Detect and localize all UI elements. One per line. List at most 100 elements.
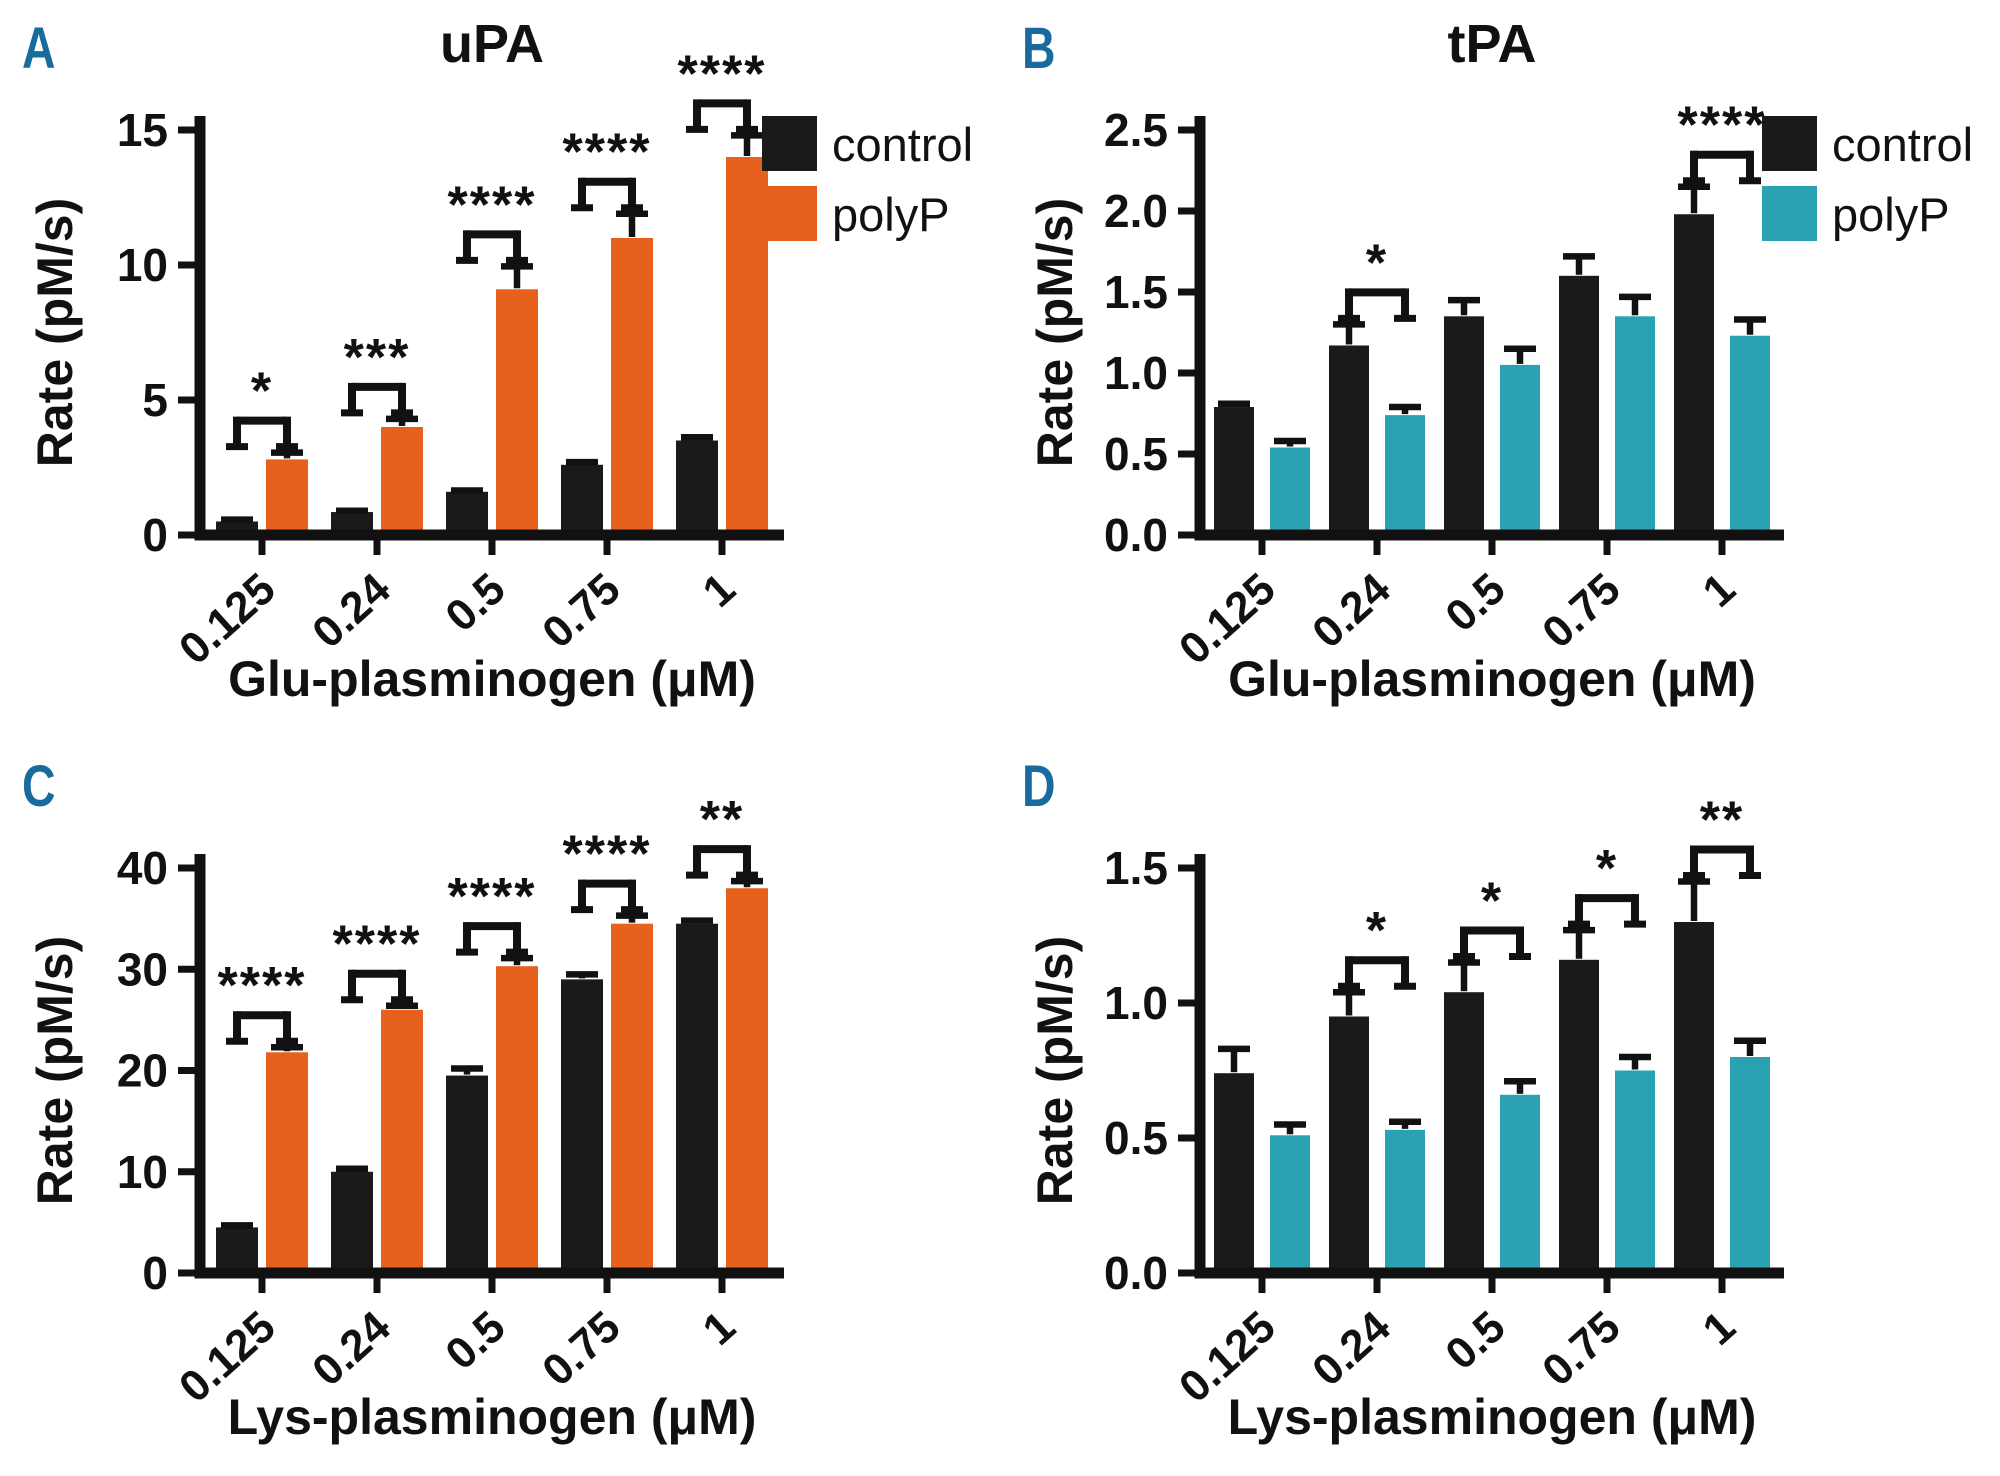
bar-control <box>1559 959 1599 1273</box>
y-tick-label: 0.5 <box>1104 1112 1168 1164</box>
y-tick-label: 10 <box>117 1146 168 1198</box>
sig-label: * <box>1481 873 1503 931</box>
y-tick-label: 0 <box>142 1247 168 1299</box>
bar-polyP <box>1270 447 1310 535</box>
sig-label: * <box>1366 234 1388 292</box>
legend-swatch-control <box>1762 116 1817 171</box>
sig-label: *** <box>344 329 411 387</box>
panel-letter-b: B <box>1022 16 1056 81</box>
x-tick-label: 0.5 <box>436 1302 514 1379</box>
sig-label: **** <box>218 957 307 1015</box>
sig-label: * <box>251 363 273 421</box>
y-tick-label: 30 <box>117 943 168 995</box>
x-tick-label: 0.5 <box>1436 564 1514 641</box>
y-tick-label: 1.0 <box>1104 977 1168 1029</box>
y-axis-label: Rate (pM/s) <box>27 198 83 467</box>
y-tick-label: 1.0 <box>1104 347 1168 399</box>
panel-d: D 0.125 0.24 0.5 0.75 1 0.0 0.5 1.0 1.5 Rate (pM/… <box>1000 738 2000 1476</box>
legend-label-polyP: polyP <box>832 188 950 241</box>
bar-control <box>1444 992 1484 1273</box>
bar-polyP <box>266 459 308 535</box>
sig-label: **** <box>333 916 422 974</box>
bar-polyP <box>1500 1094 1540 1273</box>
x-tick-label: 1 <box>694 1302 745 1355</box>
x-tick-label: 0.75 <box>533 1302 629 1396</box>
bar-polyP <box>1500 364 1540 535</box>
x-tick-label: 0.24 <box>303 564 400 658</box>
bar-control <box>1214 1073 1254 1273</box>
bar-control <box>561 979 603 1273</box>
bar-polyP <box>381 427 423 535</box>
bar-control <box>676 440 718 535</box>
legend-label-polyP: polyP <box>1832 188 1950 241</box>
y-axis-label: Rate (pM/s) <box>1027 936 1083 1205</box>
x-tick-label: 0.24 <box>1303 564 1400 658</box>
bar-control <box>1444 316 1484 535</box>
x-tick-label: 1 <box>694 564 745 617</box>
sig-label: **** <box>563 826 652 884</box>
x-tick-label: 1 <box>1694 1302 1745 1355</box>
panel-letter-c: C <box>22 754 56 819</box>
bar-polyP <box>1385 1129 1425 1273</box>
y-tick-label: 1.5 <box>1104 842 1168 894</box>
bar-polyP <box>1615 1070 1655 1273</box>
legend-swatch-control <box>762 116 817 171</box>
y-tick-label: 15 <box>117 104 168 156</box>
bar-polyP <box>726 888 768 1273</box>
x-tick-label: 0.24 <box>303 1302 400 1396</box>
panel-c: C 0.125 0.24 0.5 0.75 1 0 10 20 30 40 Rate (pM/s) L… <box>0 738 1000 1476</box>
y-tick-label: 5 <box>142 374 168 426</box>
bar-polyP <box>726 157 768 535</box>
x-tick-label: 0.75 <box>1533 564 1629 658</box>
bar-control <box>446 491 488 535</box>
x-axis-label: Lys-plasminogen (μM) <box>1228 1389 1757 1445</box>
sig-label: **** <box>678 45 767 103</box>
x-tick-label: 0.24 <box>1303 1302 1400 1396</box>
bar-polyP <box>381 1009 423 1273</box>
y-tick-label: 2.5 <box>1104 104 1168 156</box>
y-tick-label: 10 <box>117 239 168 291</box>
y-axis-label: Rate (pM/s) <box>27 936 83 1205</box>
y-tick-label: 1.5 <box>1104 266 1168 318</box>
y-axis-label: Rate (pM/s) <box>1027 198 1083 467</box>
x-tick-label: 1 <box>1694 564 1745 617</box>
bar-control <box>676 923 718 1273</box>
panel-title: tPA <box>1448 14 1537 74</box>
bar-control <box>561 464 603 535</box>
panel-title: uPA <box>440 14 544 74</box>
sig-label: ** <box>1700 792 1744 850</box>
legend-label-control: control <box>1832 118 1973 171</box>
bar-polyP <box>1730 335 1770 535</box>
sig-label: **** <box>563 124 652 182</box>
x-axis-label: Glu-plasminogen (μM) <box>1228 651 1756 707</box>
bar-polyP <box>611 238 653 535</box>
bar-control <box>1674 214 1714 536</box>
y-tick-label: 0.0 <box>1104 1247 1168 1299</box>
y-tick-label: 40 <box>117 842 168 894</box>
bar-polyP <box>1270 1135 1310 1273</box>
bar-polyP <box>611 923 653 1273</box>
sig-label: ** <box>700 791 744 849</box>
sig-label: * <box>1596 840 1618 898</box>
bar-polyP <box>266 1052 308 1273</box>
sig-label: **** <box>448 176 537 234</box>
y-tick-label: 0 <box>142 509 168 561</box>
x-axis-label: Lys-plasminogen (μM) <box>228 1389 757 1445</box>
legend-swatch-polyP <box>1762 186 1817 241</box>
bar-control <box>331 1171 373 1273</box>
bar-control <box>1329 1016 1369 1273</box>
panel-a: A 0.125 0.24 0.5 0.75 1 0 5 10 15 uPA Rate (pM/s) G… <box>0 0 1000 738</box>
bar-control <box>216 1227 258 1273</box>
bar-polyP <box>1615 316 1655 535</box>
y-tick-label: 2.0 <box>1104 185 1168 237</box>
y-tick-label: 0.5 <box>1104 428 1168 480</box>
bar-polyP <box>496 966 538 1273</box>
bar-control <box>1329 345 1369 535</box>
bar-control <box>1214 407 1254 535</box>
bar-control <box>1559 275 1599 535</box>
bar-polyP <box>1730 1057 1770 1273</box>
bar-control <box>331 512 373 535</box>
